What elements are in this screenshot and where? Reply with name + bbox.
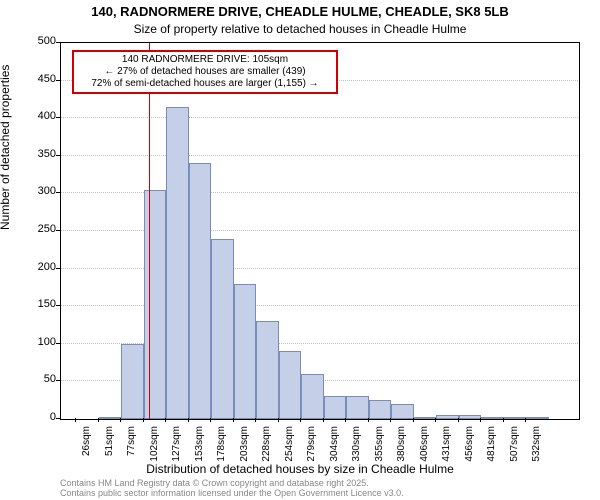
histogram-bar <box>346 396 369 419</box>
y-tick-label: 250 <box>32 223 56 235</box>
histogram-bar <box>189 163 212 419</box>
histogram-bar <box>436 415 459 419</box>
histogram-bar <box>391 404 414 419</box>
histogram-bar <box>369 400 392 419</box>
y-tick-label: 50 <box>32 373 56 385</box>
title-sub: Size of property relative to detached ho… <box>0 22 600 36</box>
histogram-bar <box>459 415 482 419</box>
footer-2: Contains public sector information licen… <box>60 488 404 498</box>
x-tick-label: 406sqm <box>419 426 430 466</box>
x-tick-mark <box>165 418 166 422</box>
x-tick-label: 102sqm <box>149 426 160 466</box>
plot-area <box>60 42 580 420</box>
x-tick-mark <box>75 418 76 422</box>
x-tick-label: 26sqm <box>81 426 92 466</box>
histogram-bar <box>234 284 257 419</box>
y-tick-label: 350 <box>32 148 56 160</box>
histogram-bar <box>414 417 437 419</box>
x-tick-mark <box>255 418 256 422</box>
x-tick-label: 304sqm <box>329 426 340 466</box>
x-tick-label: 456sqm <box>464 426 475 466</box>
title-main: 140, RADNORMERE DRIVE, CHEADLE HULME, CH… <box>0 4 600 19</box>
histogram-bar <box>481 417 504 419</box>
x-tick-label: 153sqm <box>194 426 205 466</box>
callout-line2: ← 27% of detached houses are smaller (43… <box>78 66 332 78</box>
x-tick-label: 380sqm <box>396 426 407 466</box>
callout-box: 140 RADNORMERE DRIVE: 105sqm ← 27% of de… <box>72 50 338 94</box>
y-tick-label: 200 <box>32 261 56 273</box>
x-tick-mark <box>480 418 481 422</box>
y-tick-label: 100 <box>32 336 56 348</box>
x-tick-mark <box>300 418 301 422</box>
x-tick-label: 127sqm <box>171 426 182 466</box>
x-tick-mark <box>345 418 346 422</box>
histogram-bar <box>279 351 302 419</box>
histogram-bar <box>211 239 234 419</box>
callout-line1: 140 RADNORMERE DRIVE: 105sqm <box>78 54 332 66</box>
histogram-bar <box>301 374 324 419</box>
x-tick-label: 77sqm <box>126 426 137 466</box>
histogram-bar <box>324 396 347 419</box>
y-tick-label: 300 <box>32 185 56 197</box>
x-tick-mark <box>210 418 211 422</box>
x-tick-mark <box>98 418 99 422</box>
histogram-bar <box>526 417 549 419</box>
chart-container: 140, RADNORMERE DRIVE, CHEADLE HULME, CH… <box>0 0 600 500</box>
x-tick-label: 481sqm <box>486 426 497 466</box>
x-tick-mark <box>413 418 414 422</box>
x-tick-label: 51sqm <box>104 426 115 466</box>
x-tick-label: 355sqm <box>374 426 385 466</box>
x-tick-label: 203sqm <box>239 426 250 466</box>
histogram-bar <box>121 344 144 419</box>
x-tick-mark <box>458 418 459 422</box>
x-tick-label: 507sqm <box>509 426 520 466</box>
x-tick-label: 532sqm <box>531 426 542 466</box>
x-tick-mark <box>368 418 369 422</box>
y-tick-label: 450 <box>32 73 56 85</box>
y-tick-label: 400 <box>32 110 56 122</box>
x-tick-label: 431sqm <box>441 426 452 466</box>
histogram-bar <box>99 417 122 419</box>
x-tick-label: 254sqm <box>284 426 295 466</box>
x-axis-label: Distribution of detached houses by size … <box>0 462 600 476</box>
x-tick-mark <box>143 418 144 422</box>
x-tick-mark <box>188 418 189 422</box>
x-tick-mark <box>278 418 279 422</box>
y-tick-label: 150 <box>32 298 56 310</box>
callout-line3: 72% of semi-detached houses are larger (… <box>78 78 332 90</box>
x-tick-mark <box>525 418 526 422</box>
histogram-bar <box>166 107 189 419</box>
y-axis-label: Number of detached properties <box>0 65 12 230</box>
x-tick-mark <box>390 418 391 422</box>
x-tick-mark <box>435 418 436 422</box>
histogram-bar <box>256 321 279 419</box>
y-tick-label: 500 <box>32 35 56 47</box>
x-tick-label: 330sqm <box>351 426 362 466</box>
histogram-bar <box>504 417 527 419</box>
x-tick-mark <box>120 418 121 422</box>
x-tick-label: 279sqm <box>306 426 317 466</box>
x-tick-mark <box>323 418 324 422</box>
marker-line <box>149 43 150 419</box>
x-tick-mark <box>503 418 504 422</box>
histogram-bar <box>144 190 167 419</box>
y-tick-label: 0 <box>32 411 56 423</box>
footer-1: Contains HM Land Registry data © Crown c… <box>60 478 369 488</box>
x-tick-label: 178sqm <box>216 426 227 466</box>
x-tick-label: 228sqm <box>261 426 272 466</box>
x-tick-mark <box>233 418 234 422</box>
